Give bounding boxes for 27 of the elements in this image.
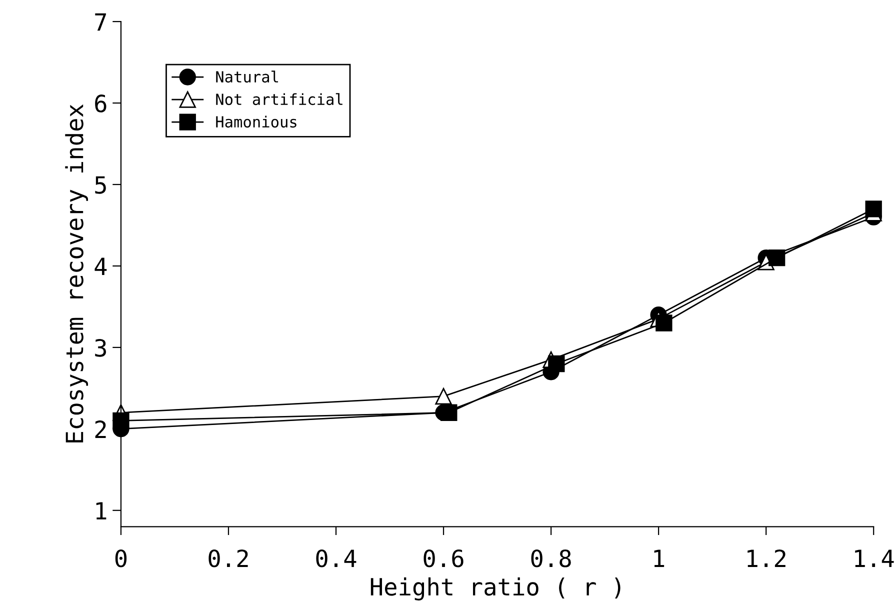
y-tick-label: 4 [94,258,107,276]
x-tick-label: 1 [654,550,664,567]
y-tick-label: 5 [95,176,106,194]
x-tick-label: 1.2 [748,549,786,567]
y-tick-label: 6 [95,94,106,112]
legend-label: Natural [216,70,278,83]
point [112,412,130,430]
y-tick-label: 1 [96,502,106,520]
x-tick-label: 0.4 [316,549,356,568]
x-tick-label: 0 [115,549,127,568]
x-tick-label: 0.6 [424,549,464,568]
point [768,249,786,266]
x-tick-label: 0.2 [208,549,248,568]
y-axis-title: Ecosystem recovery index [65,104,88,442]
x-axis-title: Height ratio ( r ) [370,577,620,600]
y-tick-label: 3 [95,338,106,357]
legend-label: Not artificial [216,93,342,106]
point [435,388,452,405]
x-tick-label: 1.4 [855,550,894,567]
x-tick-label: 0.8 [531,549,571,568]
point [548,355,565,372]
legend-label: Hamonious [216,116,296,128]
point [440,404,458,421]
y-tick-label: 2 [95,420,106,438]
point [656,314,672,332]
point [865,200,882,218]
y-tick-label: 7 [95,13,106,31]
